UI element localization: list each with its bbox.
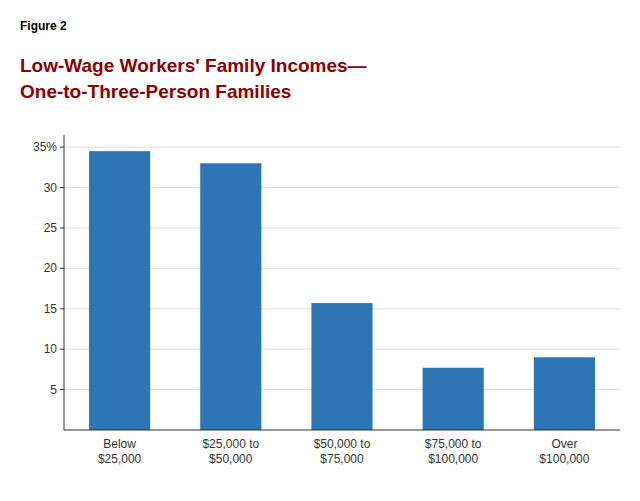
bar (423, 368, 484, 430)
grid-line (64, 147, 620, 148)
y-tick (60, 187, 64, 188)
x-tick-label: Over$100,000 (539, 437, 589, 466)
y-axis-line (64, 135, 65, 430)
y-tick-label: 20 (44, 261, 58, 275)
x-tick-label-line: $50,000 (209, 452, 253, 466)
x-tick-label-line: $25,000 to (202, 437, 259, 451)
chart-container: Figure 2 Low-Wage Workers' Family Incomes… (0, 0, 640, 501)
y-tick-label: 25 (44, 221, 58, 235)
x-tick-label: Below$25,000 (98, 437, 142, 466)
y-tick (60, 349, 64, 350)
title: Low-Wage Workers' Family Incomes— (20, 55, 367, 76)
x-tick-label-line: Below (103, 437, 136, 451)
y-tick (60, 268, 64, 269)
y-tick-label: 10 (44, 342, 58, 356)
x-tick-label-line: $75,000 to (425, 437, 482, 451)
x-tick-label-line: $100,000 (428, 452, 478, 466)
bar (311, 303, 372, 430)
x-tick-label-line: $75,000 (320, 452, 364, 466)
x-tick-label: $75,000 to$100,000 (425, 437, 482, 466)
x-tick-label-line: $100,000 (539, 452, 589, 466)
y-tick-label: 35% (33, 140, 57, 154)
y-tick (60, 147, 64, 148)
bar (534, 357, 595, 430)
x-tick-label: $50,000 to$75,000 (314, 437, 371, 466)
x-tick-label: $25,000 to$50,000 (202, 437, 259, 466)
figure-label: Figure 2 (20, 19, 67, 33)
bars (89, 151, 595, 430)
y-tick (60, 389, 64, 390)
x-tick-label-line: $25,000 (98, 452, 142, 466)
subtitle: One-to-Three-Person Families (20, 81, 291, 102)
x-tick-label-line: $50,000 to (314, 437, 371, 451)
x-axis-line (64, 430, 620, 431)
bar (89, 151, 150, 430)
bar (200, 163, 261, 430)
y-tick-label: 15 (44, 302, 58, 316)
y-tick-label: 30 (44, 181, 58, 195)
y-tick-label: 5 (50, 383, 57, 397)
y-tick (60, 227, 64, 228)
y-tick (60, 308, 64, 309)
x-tick-label-line: Over (551, 437, 577, 451)
chart-svg: Figure 2 Low-Wage Workers' Family Incomes… (0, 0, 640, 501)
